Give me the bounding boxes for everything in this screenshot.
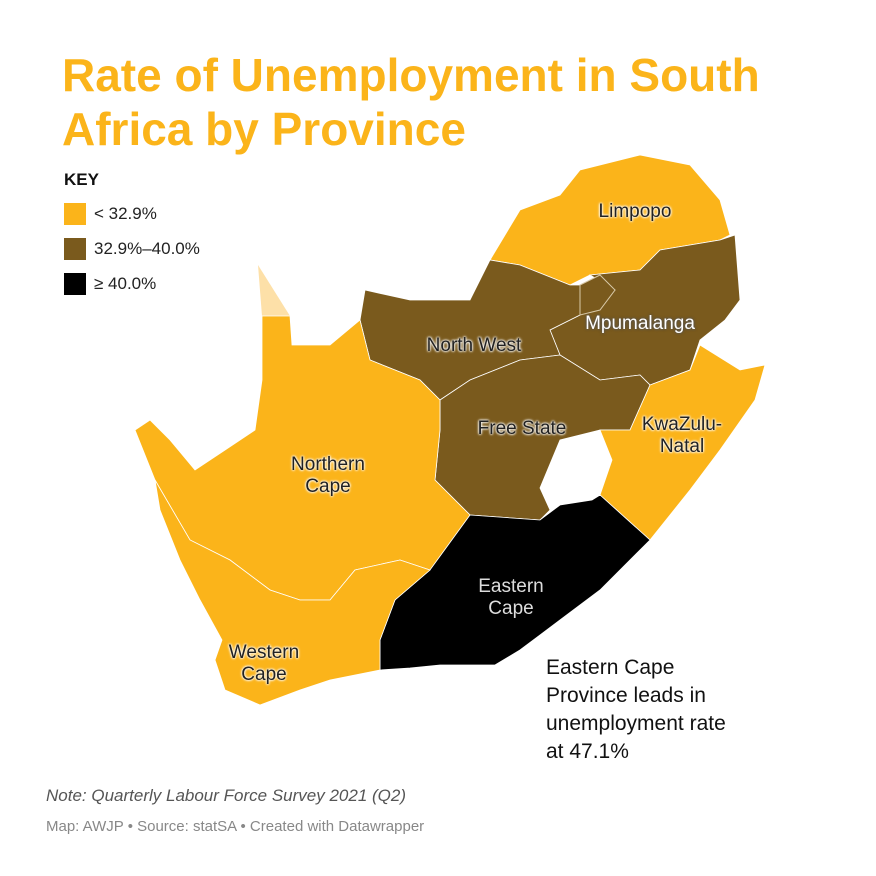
key-item: 32.9%–40.0% bbox=[64, 237, 200, 261]
annotation: Eastern Cape Province leads in unemploym… bbox=[546, 656, 726, 763]
province-shape bbox=[489, 154, 731, 286]
key-swatch bbox=[64, 273, 86, 295]
key-swatch bbox=[64, 238, 86, 260]
lesotho-gap bbox=[540, 430, 612, 505]
credit: Map: AWJP • Source: statSA • Created wit… bbox=[46, 818, 425, 835]
key-item: ≥ 40.0% bbox=[64, 272, 156, 296]
province-shape bbox=[154, 479, 431, 706]
province-label: KwaZulu-Natal bbox=[641, 414, 723, 457]
key-swatch bbox=[64, 203, 86, 225]
gauteng bbox=[579, 274, 616, 316]
province-label: Free State bbox=[477, 418, 567, 439]
province-label: Northern Cape bbox=[291, 454, 365, 497]
key-item: < 32.9% bbox=[64, 202, 157, 226]
province-label: North West bbox=[426, 335, 522, 356]
province-label: Mpumalanga bbox=[585, 313, 695, 334]
key-title: KEY bbox=[64, 170, 99, 189]
key-label: ≥ 40.0% bbox=[94, 274, 157, 293]
province-label: Limpopo bbox=[598, 201, 672, 222]
province-label: Eastern Cape bbox=[478, 576, 544, 619]
key-label: 32.9%–40.0% bbox=[94, 239, 200, 258]
key-label: < 32.9% bbox=[94, 204, 157, 223]
title: Rate of Unemployment in South Africa by … bbox=[62, 49, 760, 155]
namibia-edge bbox=[258, 265, 290, 316]
province-label: Western Cape bbox=[228, 642, 300, 685]
note: Note: Quarterly Labour Force Survey 2021… bbox=[46, 786, 406, 805]
